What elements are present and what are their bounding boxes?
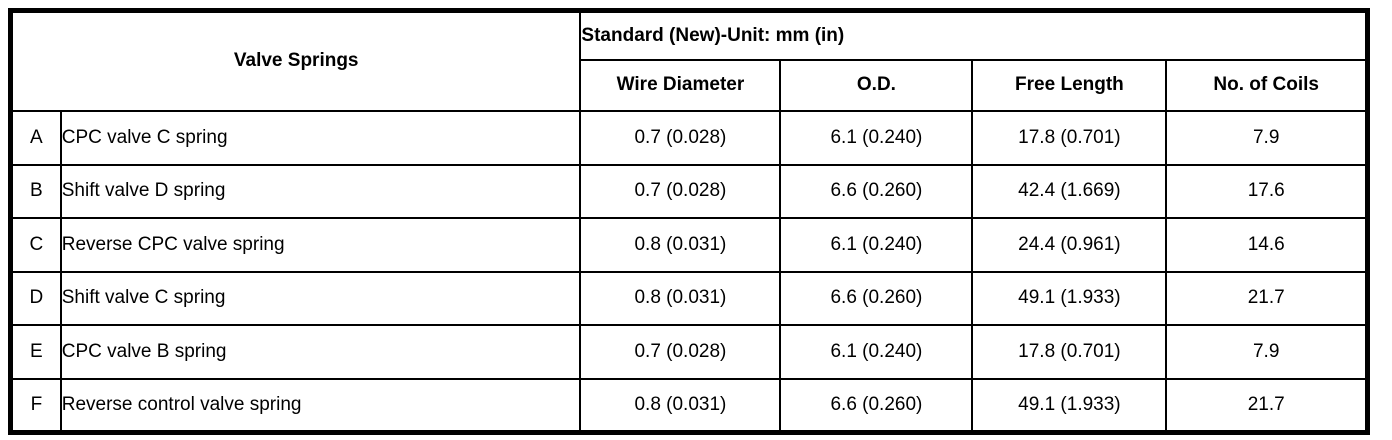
free-length-value: 49.1 (1.933) <box>971 270 1168 327</box>
standard-unit-header: Standard (New)-Unit: mm (in) <box>579 9 1369 61</box>
valve-springs-header: Valve Springs <box>9 9 582 113</box>
wire-diameter-value: 0.7 (0.028) <box>579 324 782 380</box>
spring-name: CPC valve C spring <box>59 110 582 166</box>
column-header-wire-diameter: Wire Diameter <box>579 58 782 113</box>
table-row-e: E CPC valve B spring 0.7 (0.028) 6.1 (0.… <box>9 324 1369 380</box>
column-header-od: O.D. <box>779 58 974 113</box>
spring-name: Reverse control valve spring <box>59 377 582 434</box>
od-value: 6.1 (0.240) <box>779 110 974 166</box>
header-row-top: Valve Springs Standard (New)-Unit: mm (i… <box>9 9 1369 113</box>
free-length-value: 17.8 (0.701) <box>971 324 1168 380</box>
coils-value: 21.7 <box>1165 377 1369 434</box>
row-letter: F <box>9 377 62 434</box>
header-row-columns: Wire Diameter O.D. Free Length No. of Co… <box>11 58 1369 113</box>
free-length-value: 17.8 (0.701) <box>971 110 1168 166</box>
od-value: 6.6 (0.260) <box>779 270 974 327</box>
table-row-b: B Shift valve D spring 0.7 (0.028) 6.6 (… <box>9 163 1369 220</box>
od-value: 6.6 (0.260) <box>779 377 974 434</box>
od-value: 6.1 (0.240) <box>779 217 974 273</box>
free-length-value: 49.1 (1.933) <box>971 377 1168 434</box>
coils-value: 14.6 <box>1165 217 1369 273</box>
coils-value: 21.7 <box>1165 270 1369 327</box>
spring-name: Reverse CPC valve spring <box>59 217 582 273</box>
od-value: 6.6 (0.260) <box>779 163 974 220</box>
coils-value: 7.9 <box>1165 324 1369 380</box>
valve-springs-spec-table: Valve Springs Standard (New)-Unit: mm (i… <box>8 8 1370 435</box>
table-row-f: F Reverse control valve spring 0.8 (0.03… <box>9 377 1369 434</box>
table-row-a: A CPC valve C spring 0.7 (0.028) 6.1 (0.… <box>9 110 1369 166</box>
table-row-d: D Shift valve C spring 0.8 (0.031) 6.6 (… <box>9 270 1369 327</box>
row-letter: E <box>9 324 62 380</box>
wire-diameter-value: 0.8 (0.031) <box>579 270 782 327</box>
coils-value: 7.9 <box>1165 110 1369 166</box>
table-row-c: C Reverse CPC valve spring 0.8 (0.031) 6… <box>9 217 1369 273</box>
spring-name: Shift valve D spring <box>59 163 582 220</box>
column-header-free-length: Free Length <box>971 58 1168 113</box>
wire-diameter-value: 0.7 (0.028) <box>579 163 782 220</box>
wire-diameter-value: 0.8 (0.031) <box>579 377 782 434</box>
spring-name: Shift valve C spring <box>59 270 582 327</box>
coils-value: 17.6 <box>1165 163 1369 220</box>
od-value: 6.1 (0.240) <box>779 324 974 380</box>
row-letter: A <box>9 110 62 166</box>
spring-name: CPC valve B spring <box>59 324 582 380</box>
free-length-value: 24.4 (0.961) <box>971 217 1168 273</box>
row-letter: B <box>9 163 62 220</box>
wire-diameter-value: 0.8 (0.031) <box>579 217 782 273</box>
column-header-no-of-coils: No. of Coils <box>1165 58 1369 113</box>
row-letter: C <box>9 217 62 273</box>
free-length-value: 42.4 (1.669) <box>971 163 1168 220</box>
wire-diameter-value: 0.7 (0.028) <box>579 110 782 166</box>
row-letter: D <box>9 270 62 327</box>
